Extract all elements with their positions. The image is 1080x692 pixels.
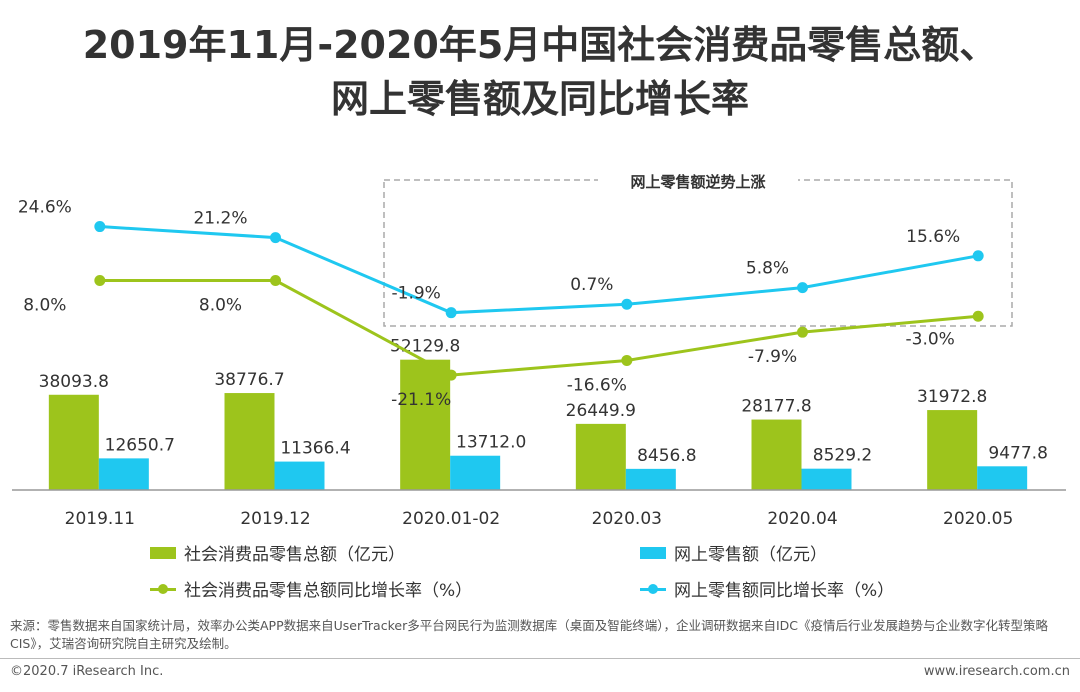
legend-swatch-green-line — [150, 583, 176, 595]
bar-online-sales — [625, 468, 676, 490]
footer-website: www.iresearch.com.cn — [923, 664, 1070, 679]
bar-label-total: 26449.9 — [566, 401, 636, 421]
point-online-growth — [94, 221, 106, 233]
legend-label: 社会消费品零售总额同比增长率（%） — [184, 581, 473, 601]
point-label-online-growth: 24.6% — [18, 198, 72, 218]
point-online-growth — [797, 282, 808, 294]
footer-divider — [0, 658, 1080, 659]
annotation-label-bg — [598, 168, 798, 194]
bar-online-sales — [450, 455, 501, 490]
point-label-total-growth: 8.0% — [199, 296, 242, 316]
bar-label-total: 31972.8 — [917, 387, 987, 407]
x-tick-label: 2020.05 — [943, 509, 1013, 529]
bar-total-sales — [751, 419, 802, 490]
bar-label-online: 8456.8 — [637, 446, 696, 466]
legend-item-total-growth: 社会消费品零售总额同比增长率（%） — [150, 576, 472, 601]
chart-title-line2: 网上零售额及同比增长率 — [330, 77, 749, 121]
x-tick-label: 2020.03 — [592, 509, 662, 529]
legend-swatch-blue-line — [640, 583, 666, 595]
point-label-total-growth: -7.9% — [748, 347, 797, 367]
bar-label-online: 11366.4 — [280, 439, 350, 459]
point-total-growth — [621, 354, 633, 366]
legend-swatch-blue-bar — [640, 546, 666, 559]
line-online-growth — [99, 225, 979, 315]
annotation-box — [383, 179, 1013, 327]
legend-item-online-sales: 网上零售额（亿元） — [640, 540, 827, 565]
legend-item-online-growth: 网上零售额同比增长率（%） — [640, 576, 894, 601]
line-total-growth — [99, 279, 979, 377]
point-label-total-growth: 8.0% — [23, 296, 66, 316]
point-total-growth — [94, 275, 106, 286]
point-label-online-growth: -1.9% — [392, 284, 441, 304]
point-label-online-growth: 5.8% — [746, 259, 789, 279]
legend-swatch-green-bar — [150, 546, 176, 559]
x-tick-label: 2019.12 — [240, 509, 310, 529]
legend-label: 网上零售额同比增长率（%） — [674, 581, 895, 601]
point-online-growth — [621, 298, 633, 310]
bar-label-total: 38093.8 — [39, 372, 109, 392]
x-tick-label: 2020.01-02 — [402, 509, 500, 529]
point-total-growth — [445, 369, 457, 381]
chart-title-line1: 2019年11月-2020年5月中国社会消费品零售总额、 — [82, 23, 998, 67]
point-total-growth — [797, 326, 808, 338]
bar-total-sales — [575, 423, 626, 490]
bar-label-online: 12650.7 — [105, 435, 175, 455]
point-label-online-growth: 21.2% — [193, 209, 247, 229]
point-online-growth — [972, 250, 984, 262]
point-label-total-growth: -16.6% — [567, 375, 627, 395]
bar-total-sales — [927, 410, 978, 490]
bar-total-sales — [400, 359, 451, 490]
bar-label-online: 9477.8 — [988, 443, 1047, 463]
point-label-online-growth: 15.6% — [906, 227, 960, 247]
footer-copyright: ©2020.7 iResearch Inc. — [10, 664, 164, 679]
legend-label: 网上零售额（亿元） — [674, 545, 827, 565]
bar-total-sales — [224, 393, 275, 490]
point-total-growth — [270, 275, 281, 286]
x-tick-label: 2020.04 — [767, 509, 837, 529]
annotation-label: 网上零售额逆势上涨 — [630, 173, 765, 191]
bar-online-sales — [98, 458, 149, 490]
bar-online-sales — [801, 468, 852, 490]
source-note: 来源：零售数据来自国家统计局，效率办公类APP数据来自UserTracker多平… — [10, 618, 1049, 651]
point-label-online-growth: 0.7% — [570, 275, 613, 295]
bar-label-total: 38776.7 — [214, 370, 284, 390]
x-tick-label: 2019.11 — [65, 509, 135, 529]
point-online-growth — [270, 232, 281, 244]
bar-online-sales — [274, 461, 325, 490]
point-total-growth — [972, 310, 984, 322]
point-online-growth — [445, 307, 457, 319]
bar-total-sales — [48, 394, 99, 490]
point-label-total-growth: -21.1% — [391, 390, 451, 410]
bar-label-total: 28177.8 — [741, 397, 811, 417]
bar-online-sales — [977, 466, 1028, 490]
bar-label-online: 13712.0 — [456, 433, 526, 453]
point-label-total-growth: -3.0% — [906, 329, 955, 349]
legend-item-total-sales: 社会消费品零售总额（亿元） — [150, 540, 405, 565]
legend-label: 社会消费品零售总额（亿元） — [184, 545, 405, 565]
bar-label-online: 8529.2 — [813, 446, 872, 466]
